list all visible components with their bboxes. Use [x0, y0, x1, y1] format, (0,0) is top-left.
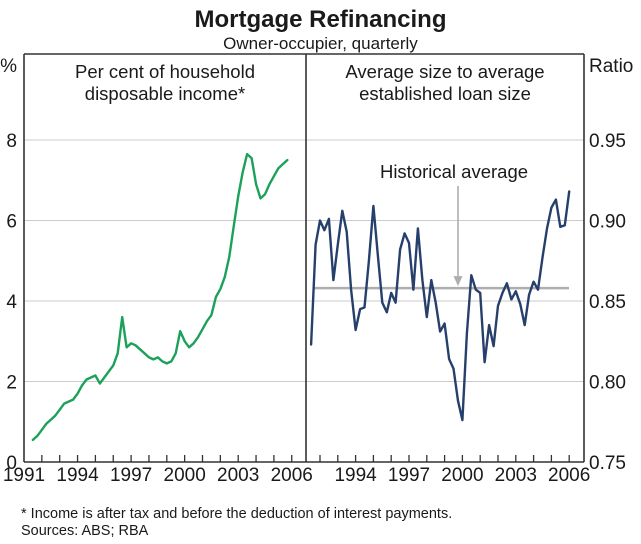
y-tick-label-right: 0.95 [589, 131, 626, 152]
sources: Sources: ABS; RBA [21, 523, 149, 539]
chart-title: Mortgage Refinancing [194, 6, 447, 33]
chart-subtitle: Owner-occupier, quarterly [223, 34, 418, 53]
x-tick-label: 1991 [3, 465, 45, 486]
y-tick-label-left: 2 [6, 373, 17, 394]
right-axis-unit-label: Ratio [589, 56, 634, 77]
y-tick-label-left: 6 [6, 212, 17, 233]
left-panel-title: Per cent of household disposable income* [75, 61, 255, 104]
y-tick-label-right: 0.90 [589, 212, 626, 233]
x-tick-label: 1997 [388, 465, 430, 486]
x-tick-label: 2006 [271, 465, 313, 486]
x-tick-label: 1994 [334, 465, 377, 486]
refinancing-per-cent-of-income-line [31, 152, 289, 442]
historical-average-label: Historical average [379, 161, 529, 182]
y-tick-label-right: 0.85 [589, 292, 626, 313]
x-tick-label: 1997 [110, 465, 152, 486]
y-tick-label-right: 0.80 [589, 373, 626, 394]
x-tick-label: 2006 [548, 465, 590, 486]
x-tick-label: 2003 [495, 465, 537, 486]
right-panel-title: Average size to average established loan… [345, 61, 545, 104]
x-tick-label: 2003 [217, 465, 259, 486]
y-tick-label-left: 0 [6, 453, 17, 474]
loan-size-ratio-line [309, 190, 571, 422]
annotation-arrow-head-icon [453, 276, 463, 287]
x-tick-label: 2000 [164, 465, 206, 486]
x-tick-label: 1994 [56, 465, 99, 486]
y-tick-label-right: 0.75 [589, 453, 626, 474]
footnote: * Income is after tax and before the ded… [21, 506, 453, 522]
y-tick-label-left: 4 [6, 292, 17, 313]
y-tick-label-left: 8 [6, 131, 17, 152]
left-axis-unit-label: % [0, 56, 17, 77]
x-tick-label: 2000 [441, 465, 483, 486]
